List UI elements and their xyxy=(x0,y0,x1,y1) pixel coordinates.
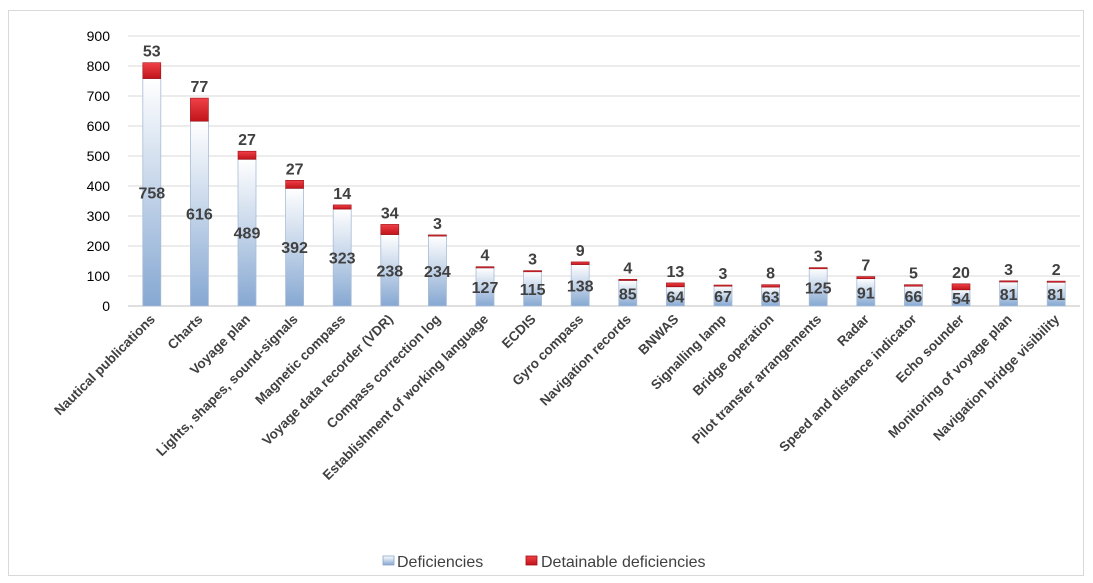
value-label-detainable: 27 xyxy=(286,161,304,178)
value-label-detainable: 4 xyxy=(481,248,490,265)
bar-detainable xyxy=(951,283,971,291)
value-label-deficiencies: 138 xyxy=(567,278,594,295)
x-tick-label: Navigation records xyxy=(537,312,634,409)
bar-detainable xyxy=(380,224,400,235)
legend: Deficiencies Detainable deficiencies xyxy=(382,554,706,571)
y-tick-label: 300 xyxy=(87,208,111,224)
value-label-deficiencies: 81 xyxy=(1047,287,1065,304)
x-tick-label: Nautical publications xyxy=(51,312,158,419)
bar-detainable xyxy=(332,204,352,210)
value-label-detainable: 3 xyxy=(433,216,442,233)
value-label-detainable: 20 xyxy=(952,265,970,282)
value-label-deficiencies: 63 xyxy=(762,290,780,307)
bar-detainable xyxy=(999,280,1018,283)
value-label-detainable: 53 xyxy=(143,44,161,61)
bar-detainable xyxy=(237,150,257,160)
bars xyxy=(142,62,1066,307)
bar-detainable xyxy=(523,270,542,273)
bar-detainable xyxy=(1046,280,1066,283)
value-label-detainable: 13 xyxy=(667,264,685,281)
bar-detainable xyxy=(713,284,733,287)
bar-detainable xyxy=(808,267,828,270)
y-tick-label: 400 xyxy=(87,178,111,194)
value-label-deficiencies: 67 xyxy=(714,289,732,306)
value-label-detainable: 4 xyxy=(623,260,632,277)
value-label-deficiencies: 115 xyxy=(520,282,546,299)
bar-detainable xyxy=(428,234,447,237)
value-label-detainable: 34 xyxy=(381,205,399,222)
legend-swatch-detainable xyxy=(525,555,538,566)
value-label-deficiencies: 489 xyxy=(234,226,261,243)
value-label-detainable: 3 xyxy=(528,252,537,269)
value-label-detainable: 9 xyxy=(576,243,585,260)
x-tick-label: ECDIS xyxy=(499,312,539,352)
legend-label-deficiencies: Deficiencies xyxy=(397,554,483,571)
value-label-detainable: 3 xyxy=(1004,262,1013,279)
value-label-deficiencies: 616 xyxy=(186,207,213,224)
value-label-deficiencies: 323 xyxy=(329,251,356,268)
x-tick-label: Magnetic compass xyxy=(252,312,348,408)
value-label-detainable: 5 xyxy=(909,266,918,283)
y-tick-label: 800 xyxy=(87,58,111,74)
bar-detainable xyxy=(142,62,162,79)
x-tick-label: Radar xyxy=(834,311,872,349)
y-tick-label: 900 xyxy=(87,28,111,44)
legend-label-detainable: Detainable deficiencies xyxy=(541,554,706,571)
value-label-deficiencies: 125 xyxy=(805,280,832,297)
value-label-deficiencies: 127 xyxy=(472,280,499,297)
value-label-detainable: 77 xyxy=(191,79,209,96)
bar-detainable xyxy=(618,278,638,281)
y-tick-label: 700 xyxy=(87,88,111,104)
bar-detainable xyxy=(666,282,685,288)
bar-detainable xyxy=(570,261,590,265)
bar-detainable xyxy=(475,266,495,269)
bar-detainable xyxy=(190,97,209,122)
x-tick-label: BNWAS xyxy=(635,312,681,358)
value-label-deficiencies: 234 xyxy=(424,264,451,281)
value-label-detainable: 3 xyxy=(719,266,728,283)
value-label-deficiencies: 758 xyxy=(138,185,165,202)
y-axis: 0 100 200 300 400 500 600 700 800 900 xyxy=(87,28,111,314)
value-label-deficiencies: 85 xyxy=(619,286,637,303)
value-label-deficiencies: 81 xyxy=(1000,287,1018,304)
bar-detainable xyxy=(904,284,923,287)
value-label-deficiencies: 54 xyxy=(952,291,970,308)
value-label-deficiencies: 64 xyxy=(667,289,685,306)
value-label-detainable: 14 xyxy=(333,186,351,203)
value-label-detainable: 7 xyxy=(861,258,870,275)
legend-swatch-deficiencies xyxy=(382,555,395,566)
value-labels: 7585361677489273922732314238342343127411… xyxy=(138,44,1065,308)
value-label-deficiencies: 66 xyxy=(905,289,923,306)
x-tick-label: Bridge operation xyxy=(690,312,777,399)
y-tick-label: 600 xyxy=(87,118,111,134)
gridlines xyxy=(128,35,1080,307)
value-label-deficiencies: 91 xyxy=(857,285,875,302)
value-label-detainable: 27 xyxy=(238,132,256,149)
x-tick-label: Charts xyxy=(165,312,206,353)
y-tick-label: 100 xyxy=(87,268,111,284)
value-label-detainable: 8 xyxy=(766,266,775,283)
y-tick-label: 0 xyxy=(102,298,110,314)
y-tick-label: 500 xyxy=(87,148,111,164)
value-label-deficiencies: 392 xyxy=(281,240,308,257)
bar-detainable xyxy=(856,276,876,280)
chart-frame xyxy=(8,10,1084,576)
bar-detainable xyxy=(761,284,780,288)
y-tick-label: 200 xyxy=(87,238,111,254)
bar-detainable xyxy=(285,180,304,189)
x-tick-label: Establishment of working language xyxy=(320,311,492,483)
value-label-detainable: 3 xyxy=(814,249,823,266)
value-label-detainable: 2 xyxy=(1052,262,1061,279)
value-label-deficiencies: 238 xyxy=(376,263,403,280)
